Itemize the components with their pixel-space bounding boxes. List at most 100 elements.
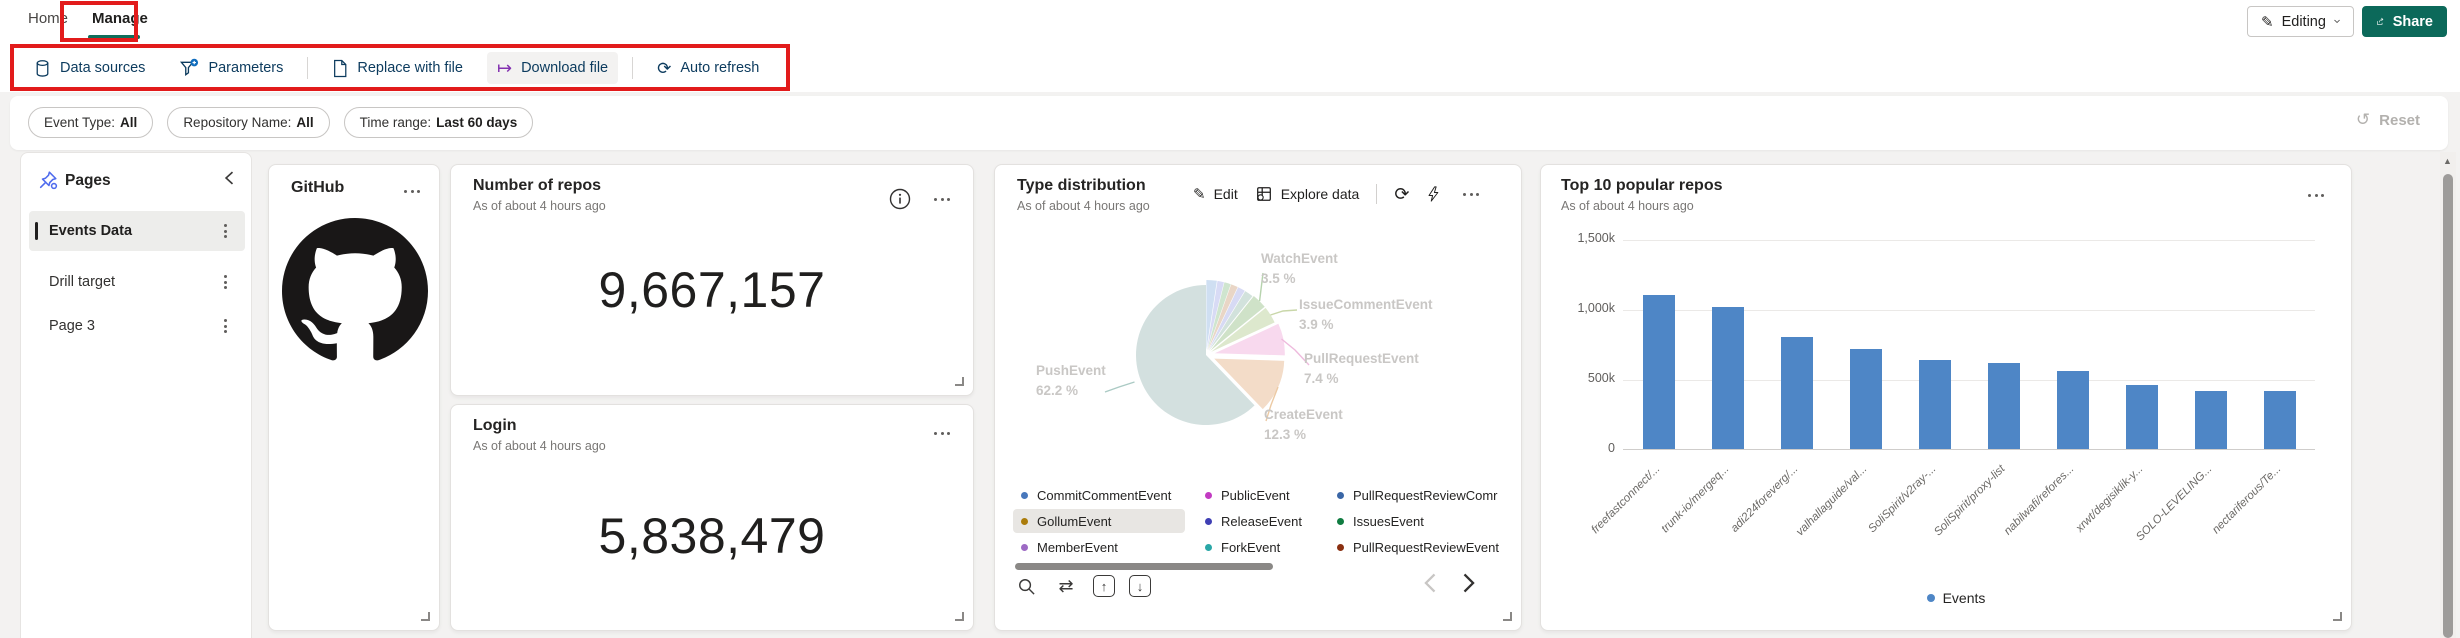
scrollbar-up-arrow[interactable]: ▲ bbox=[2443, 156, 2452, 166]
legend-item[interactable]: GollumEvent bbox=[1013, 509, 1185, 533]
bar-nabilwafi/refores...[interactable] bbox=[2057, 371, 2089, 449]
legend-item[interactable]: ReleaseEvent bbox=[1197, 509, 1310, 533]
page-options-icon[interactable] bbox=[220, 271, 231, 293]
more-options-icon[interactable] bbox=[2303, 189, 2329, 202]
legend-item[interactable]: MemberEvent bbox=[1013, 535, 1126, 559]
pie-slice-0[interactable] bbox=[1206, 280, 1217, 351]
bar-adi224foreverg/...[interactable] bbox=[1781, 337, 1813, 449]
pie-slice-1[interactable] bbox=[1206, 280, 1224, 351]
page-options-icon[interactable] bbox=[220, 220, 231, 242]
switch-visual-icon[interactable]: ⇄ bbox=[1058, 575, 1074, 596]
replace-with-file-label: Replace with file bbox=[357, 60, 463, 76]
promote-up-icon[interactable]: ↑ bbox=[1093, 575, 1115, 597]
table-grid-icon bbox=[1256, 187, 1271, 201]
legend-next-icon[interactable] bbox=[1463, 573, 1476, 598]
bar-SoliSpirit/proxy-list[interactable] bbox=[1988, 363, 2020, 449]
pie-slice-10[interactable] bbox=[1136, 285, 1255, 425]
visual-hover-toolbar: ✎ Edit Explore data ⟳ bbox=[1147, 171, 1517, 217]
share-icon bbox=[2376, 17, 2384, 25]
tab-manage[interactable]: Manage bbox=[92, 10, 148, 27]
filter-label: Repository Name: bbox=[183, 115, 292, 130]
x-category-label: SoliSpirit/v2ray-... bbox=[1866, 463, 1939, 536]
legend-item[interactable]: IssuesEvent bbox=[1329, 509, 1432, 533]
legend-item[interactable]: PublicEvent bbox=[1197, 483, 1298, 507]
visual-footer-toolbar: ⇄ ↑ ↓ bbox=[1013, 573, 1151, 599]
manage-toolbar: Data sources Parameters Replace with fil… bbox=[24, 48, 769, 88]
legend-label: PullRequestReviewComr bbox=[1353, 487, 1498, 503]
kpi-value: 5,838,479 bbox=[598, 508, 826, 564]
pie-slice-8[interactable] bbox=[1214, 323, 1285, 356]
legend-dot bbox=[1205, 517, 1212, 525]
x-category-label: nectariferous/Te... bbox=[2210, 463, 2284, 537]
legend-item[interactable]: PullRequestReviewComr bbox=[1329, 483, 1506, 507]
filter-pill-repository-name[interactable]: Repository Name: All bbox=[167, 107, 330, 138]
tab-home[interactable]: Home bbox=[28, 10, 69, 27]
collapse-sidebar-icon[interactable] bbox=[223, 171, 235, 190]
auto-refresh-button[interactable]: ⟳ Auto refresh bbox=[647, 53, 769, 84]
card-subtitle: As of about 4 hours ago bbox=[473, 439, 606, 453]
lightning-icon[interactable] bbox=[1426, 185, 1441, 203]
resize-handle[interactable] bbox=[421, 612, 430, 621]
vertical-scrollbar-thumb[interactable] bbox=[2443, 174, 2453, 638]
legend-item[interactable]: CommitCommentEvent bbox=[1013, 483, 1179, 507]
more-options-icon[interactable] bbox=[929, 427, 955, 440]
bar-valhallaguide/val...[interactable] bbox=[1850, 349, 1882, 449]
login-card: Login As of about 4 hours ago 5,838,479 bbox=[450, 404, 974, 631]
type-distribution-card: Type distribution As of about 4 hours ag… bbox=[994, 164, 1522, 631]
bar-SOLO-LEVELING...[interactable] bbox=[2195, 390, 2227, 449]
parameters-button[interactable]: Parameters bbox=[169, 51, 293, 85]
legend-item[interactable]: ForkEvent bbox=[1197, 535, 1288, 559]
search-icon[interactable] bbox=[1013, 573, 1039, 599]
legend-prev-icon[interactable] bbox=[1423, 573, 1436, 598]
sidebar-item-page-3[interactable]: Page 3 bbox=[29, 309, 245, 343]
more-options-icon[interactable] bbox=[929, 193, 955, 206]
filter-pill-event-type[interactable]: Event Type: All bbox=[28, 107, 154, 138]
more-options-icon[interactable] bbox=[1458, 188, 1484, 201]
resize-handle[interactable] bbox=[955, 612, 964, 621]
legend-item[interactable]: PullRequestReviewEvent bbox=[1329, 535, 1507, 559]
pie-slice-6[interactable] bbox=[1210, 295, 1265, 351]
legend-label: ForkEvent bbox=[1221, 539, 1281, 555]
resize-handle[interactable] bbox=[1503, 612, 1512, 621]
filter-pill-time-range[interactable]: Time range: Last 60 days bbox=[343, 107, 534, 138]
pie-slice-3[interactable] bbox=[1207, 284, 1238, 351]
page-options-icon[interactable] bbox=[220, 315, 231, 337]
bar-freefastconnect/...[interactable] bbox=[1643, 295, 1675, 449]
editing-button[interactable]: ✎ Editing bbox=[2247, 6, 2354, 37]
data-sources-button[interactable]: Data sources bbox=[24, 52, 155, 85]
pie-slice-2[interactable] bbox=[1207, 282, 1231, 351]
demote-down-icon[interactable]: ↓ bbox=[1129, 575, 1151, 597]
pie-slice-4[interactable] bbox=[1208, 287, 1245, 351]
x-category-label: nabilwafi/refores... bbox=[2002, 463, 2077, 538]
legend-dot bbox=[1021, 517, 1028, 525]
info-icon[interactable] bbox=[889, 188, 911, 210]
sidebar-item-events-data[interactable]: Events Data bbox=[29, 211, 245, 251]
sidebar-item-drill-target[interactable]: Drill target bbox=[29, 265, 245, 299]
kpi-value: 9,667,157 bbox=[598, 262, 826, 318]
resize-handle[interactable] bbox=[2333, 612, 2342, 621]
bar-xrwt/degisiklik-y...[interactable] bbox=[2126, 384, 2158, 449]
pie-label-issuecommentevent: IssueCommentEvent 3.9 % bbox=[1299, 297, 1433, 333]
reset-button[interactable]: ↺ Reset bbox=[2356, 110, 2420, 130]
pie-slice-7[interactable] bbox=[1211, 307, 1275, 352]
card-title: GitHub bbox=[291, 179, 345, 196]
pie-label-pushevent: PushEvent 62.2 % bbox=[1036, 363, 1106, 399]
share-button[interactable]: Share bbox=[2362, 6, 2447, 37]
filter-value: Last 60 days bbox=[436, 115, 518, 130]
edit-button[interactable]: ✎ Edit bbox=[1193, 185, 1238, 203]
legend-scrollbar[interactable] bbox=[1015, 563, 1273, 570]
explore-data-button[interactable]: Explore data bbox=[1255, 185, 1359, 203]
resize-handle[interactable] bbox=[955, 377, 964, 386]
more-options-icon[interactable] bbox=[399, 185, 425, 198]
pie-slice-9[interactable] bbox=[1214, 358, 1285, 410]
bar-nectariferous/Te...[interactable] bbox=[2264, 390, 2296, 449]
x-category-label: valhallaguide/val... bbox=[1794, 463, 1870, 539]
events-bar-chart bbox=[1623, 240, 2315, 450]
bar-SoliSpirit/v2ray-...[interactable] bbox=[1919, 360, 1951, 449]
pie-slice-5[interactable] bbox=[1208, 291, 1253, 351]
replace-with-file-button[interactable]: Replace with file bbox=[322, 52, 473, 85]
refresh-visual-icon[interactable]: ⟳ bbox=[1394, 184, 1410, 204]
download-file-button[interactable]: ↦ Download file bbox=[486, 52, 619, 84]
bar-trunk-io/mergeq...[interactable] bbox=[1712, 306, 1744, 449]
